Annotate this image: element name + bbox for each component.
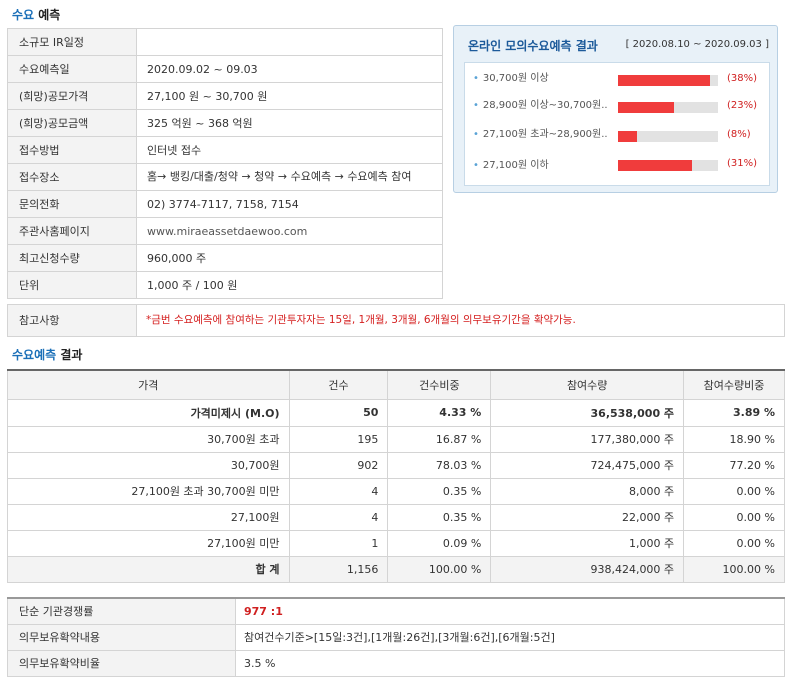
info-value: 2020.09.02 ~ 09.03 — [136, 55, 443, 83]
info-label: (희망)공모가격 — [7, 82, 137, 110]
mock-bar-fill — [618, 75, 710, 86]
bullet-icon: • — [473, 73, 479, 84]
competition-ratio: 977 :1 — [235, 597, 785, 625]
mock-bar-track — [618, 102, 718, 113]
info-value: 홈→ 뱅킹/대출/청약 → 청약 → 수요예측 → 수요예측 참여 — [136, 163, 443, 191]
competition-table: 단순 기관경쟁률 977 :1 의무보유확약내용 참여건수기준>[15일:3건]… — [7, 597, 785, 677]
table-row: 27,100원 초과 30,700원 미만 4 0.35 % 8,000 주 0.00 … — [7, 477, 785, 505]
reference-label: 참고사항 — [8, 305, 137, 336]
info-value: 인터넷 접수 — [136, 136, 443, 164]
table-total-row: 합 계 1,156 100.00 % 938,424,000 주 100.00 % — [7, 555, 785, 583]
commitment-ratio-value: 3.5 % — [235, 649, 785, 677]
info-row-method: 접수방법 인터넷 접수 — [7, 136, 443, 164]
competition-row: 단순 기관경쟁률 977 :1 — [7, 597, 785, 625]
mock-item-pct: (38%) — [727, 73, 758, 84]
col-header-price: 가격 — [7, 370, 290, 400]
competition-label: 단순 기관경쟁률 — [7, 597, 236, 625]
mock-forecast-title: 온라인 모의수요예측 결과 — [468, 39, 598, 53]
homepage-link[interactable]: www.miraeassetdaewoo.com — [147, 224, 308, 238]
mock-bar-fill — [618, 160, 692, 171]
mock-bar-track — [618, 160, 718, 171]
mock-item-label: 30,700원 이상 — [482, 73, 549, 84]
info-row-homepage: 주관사홈페이지 www.miraeassetdaewoo.com — [7, 217, 443, 245]
mock-item-label: 27,100원 이하 — [482, 160, 549, 171]
col-header-quantity: 참여수량 — [490, 370, 685, 400]
commitment-label: 의무보유확약내용 — [7, 623, 236, 651]
mock-item-pct: (23%) — [727, 100, 758, 111]
table-row: 30,700원 초과 195 16.87 % 177,380,000 주 18.90 % — [7, 425, 785, 453]
info-value — [136, 28, 443, 56]
demand-forecast-title: 수요 예측 — [12, 8, 61, 22]
mock-item: • 28,900원 이상~30,700원.. (23%) — [465, 97, 771, 121]
mock-item-pct: (8%) — [727, 129, 751, 140]
info-label: 최고신청수량 — [7, 244, 137, 272]
table-header-row: 가격 건수 건수비중 참여수량 참여수량비중 — [7, 370, 785, 400]
commitment-row: 의무보유확약내용 참여건수기준>[15일:3건],[1개월:26건],[3개월:… — [7, 623, 785, 651]
reference-value: *금번 수요예측에 참여하는 기관투자자는 15일, 1개월, 3개월, 6개월… — [146, 314, 576, 326]
info-row-max-qty: 최고신청수량 960,000 주 — [7, 244, 443, 272]
info-label: (희망)공모금액 — [7, 109, 137, 137]
mock-item: • 27,100원 이하 (31%) — [465, 155, 771, 179]
info-row-date: 수요예측일 2020.09.02 ~ 09.03 — [7, 55, 443, 83]
info-label: 문의전화 — [7, 190, 137, 218]
mock-bar-track — [618, 75, 718, 86]
mock-item-label: 28,900원 이상~30,700원.. — [482, 100, 608, 111]
mock-forecast-period: [ 2020.08.10 ~ 2020.09.03 ] — [625, 39, 769, 50]
table-row: 30,700원 902 78.03 % 724,475,000 주 77.20 % — [7, 451, 785, 479]
info-row-price: (희망)공모가격 27,100 원 ~ 30,700 원 — [7, 82, 443, 110]
info-label: 수요예측일 — [7, 55, 137, 83]
info-label: 접수장소 — [7, 163, 137, 191]
mock-forecast-list: • 30,700원 이상 (38%) • 28,900원 이상~30,700원.. … — [464, 62, 770, 186]
mock-item: • 30,700원 이상 (38%) — [465, 70, 771, 94]
info-row-amount: (희망)공모금액 325 억원 ~ 368 억원 — [7, 109, 443, 137]
info-row-phone: 문의전화 02) 3774-7117, 7158, 7154 — [7, 190, 443, 218]
reference-note: 참고사항 *금번 수요예측에 참여하는 기관투자자는 15일, 1개월, 3개월… — [7, 304, 785, 337]
mock-forecast-panel: 온라인 모의수요예측 결과 [ 2020.08.10 ~ 2020.09.03 … — [453, 25, 778, 193]
col-header-quantity-ratio: 참여수량비중 — [683, 370, 785, 400]
info-value: 960,000 주 — [136, 244, 443, 272]
forecast-result-table: 가격 건수 건수비중 참여수량 참여수량비중 가격미제시 (M.O) 50 4.33… — [7, 369, 785, 583]
bullet-icon: • — [473, 160, 479, 171]
mock-item-pct: (31%) — [727, 158, 758, 169]
info-value: 1,000 주 / 100 원 — [136, 271, 443, 299]
mock-item-label: 27,100원 초과~28,900원.. — [482, 129, 608, 140]
info-row-ir: 소규모 IR일정 — [7, 28, 443, 56]
info-label: 주관사홈페이지 — [7, 217, 137, 245]
info-row-unit: 단위 1,000 주 / 100 원 — [7, 271, 443, 299]
table-row: 27,100원 4 0.35 % 22,000 주 0.00 % — [7, 503, 785, 531]
info-label: 접수방법 — [7, 136, 137, 164]
mock-item: • 27,100원 초과~28,900원.. (8%) — [465, 126, 771, 150]
mock-bar-fill — [618, 102, 674, 113]
info-value: 27,100 원 ~ 30,700 원 — [136, 82, 443, 110]
info-value: 02) 3774-7117, 7158, 7154 — [136, 190, 443, 218]
result-title: 수요예측 결과 — [12, 348, 83, 362]
bullet-icon: • — [473, 129, 479, 140]
commitment-ratio-label: 의무보유확약비율 — [7, 649, 236, 677]
table-row: 가격미제시 (M.O) 50 4.33 % 36,538,000 주 3.89 % — [7, 398, 785, 427]
bullet-icon: • — [473, 100, 479, 111]
info-row-place: 접수장소 홈→ 뱅킹/대출/청약 → 청약 → 수요예측 → 수요예측 참여 — [7, 163, 443, 191]
info-label: 단위 — [7, 271, 137, 299]
col-header-count-ratio: 건수비중 — [387, 370, 492, 400]
table-row: 27,100원 미만 1 0.09 % 1,000 주 0.00 % — [7, 529, 785, 557]
commitment-value: 참여건수기준>[15일:3건],[1개월:26건],[3개월:6건],[6개월:… — [235, 623, 785, 651]
info-label: 소규모 IR일정 — [7, 28, 137, 56]
col-header-count: 건수 — [288, 370, 389, 400]
offering-info-table: 소규모 IR일정 수요예측일 2020.09.02 ~ 09.03 (희망)공모가… — [7, 28, 443, 299]
commitment-ratio-row: 의무보유확약비율 3.5 % — [7, 649, 785, 677]
mock-bar-fill — [618, 131, 637, 142]
mock-bar-track — [618, 131, 718, 142]
info-value: 325 억원 ~ 368 억원 — [136, 109, 443, 137]
